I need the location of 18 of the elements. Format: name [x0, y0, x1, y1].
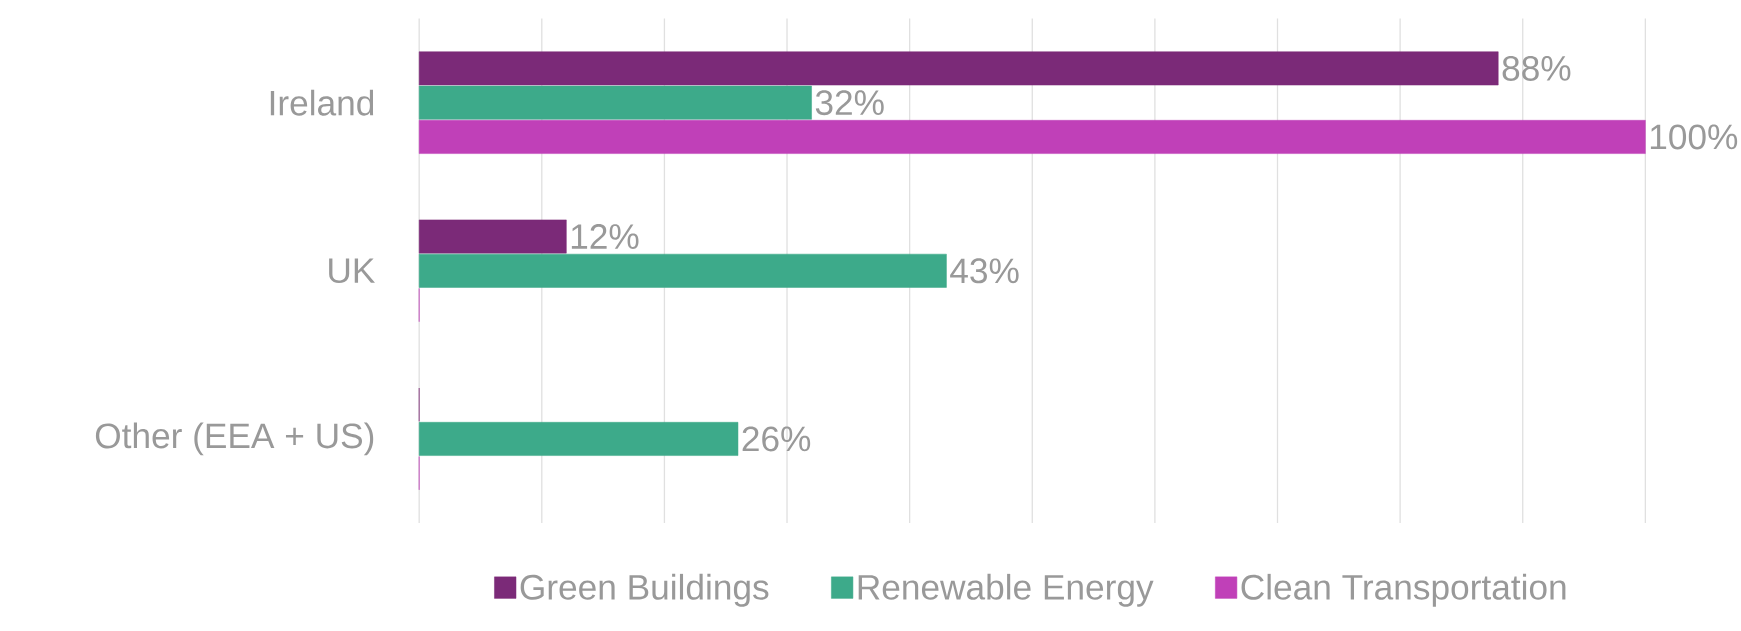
data-label: 26% [742, 426, 811, 452]
bar [418, 120, 1646, 155]
data-label: 100% [1650, 124, 1738, 150]
data-label: 12% [571, 224, 639, 250]
bar [418, 422, 739, 456]
legend-label: Clean Transportation [1241, 574, 1566, 607]
legend-label: Renewable Energy [858, 574, 1154, 607]
bar [418, 254, 947, 288]
bar [418, 85, 812, 120]
data-label: 43% [950, 258, 1019, 284]
data-label: 88% [1502, 56, 1571, 82]
data-label: 32% [815, 90, 884, 116]
bar [418, 51, 1499, 86]
bar [418, 219, 567, 254]
y-tick-label: UK [329, 258, 375, 284]
y-tick-label: Ireland [270, 89, 374, 116]
legend-label: Green Buildings [520, 574, 769, 607]
y-tick-label: Other (EEA + US) [95, 422, 374, 456]
